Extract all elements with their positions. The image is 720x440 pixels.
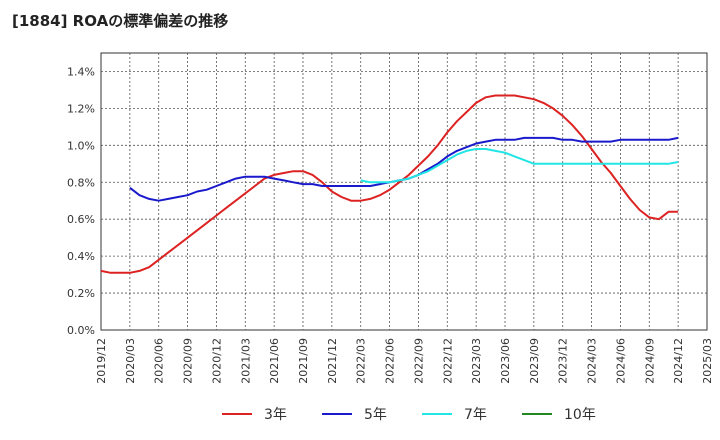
legend-label: 7年 (464, 407, 487, 423)
x-tick-label: 2021/12 (326, 338, 339, 384)
x-tick-label: 2022/03 (355, 338, 368, 384)
y-tick-label: 0.8% (67, 176, 95, 189)
x-tick-label: 2024/06 (614, 338, 627, 384)
x-tick-label: 2020/09 (182, 338, 195, 384)
x-tick-label: 2020/03 (124, 338, 137, 384)
y-tick-label: 0.4% (67, 250, 95, 263)
chart-title: [1884] ROAの標準偏差の推移 (12, 12, 229, 30)
axes: 0.0% 0.2% 0.4% 0.6% 0.8% 1.0% 1.2% 1.4% 2019/12 2… (67, 65, 714, 383)
x-tick-label: 2021/09 (297, 338, 310, 384)
x-tick-label: 2022/06 (384, 338, 397, 384)
x-tick-label: 2023/12 (557, 338, 570, 384)
series-line-1 (100, 94, 679, 274)
x-tick-label: 2019/12 (95, 338, 108, 384)
y-tick-label: 1.4% (67, 65, 95, 78)
y-tick-label: 0.0% (67, 324, 95, 337)
x-tick-label: 2024/09 (643, 338, 656, 384)
x-tick-label: 2023/03 (470, 338, 483, 384)
x-tick-label: 2020/06 (153, 338, 166, 384)
plot-area (100, 52, 708, 331)
x-tick-label: 2024/12 (672, 338, 685, 384)
y-tick-label: 0.2% (67, 287, 95, 300)
legend-label: 10年 (564, 407, 596, 423)
legend: 3年 5年 7年 10年 (222, 407, 596, 423)
series-line-3 (360, 148, 679, 184)
y-tick-label: 1.2% (67, 102, 95, 115)
x-tick-label: 2023/06 (499, 338, 512, 384)
y-tick-label: 0.6% (67, 213, 95, 226)
y-tick-label: 1.0% (67, 139, 95, 152)
x-tick-label: 2022/09 (412, 338, 425, 384)
series-lines (100, 94, 679, 274)
x-tick-label: 2022/12 (441, 338, 454, 384)
legend-label: 5年 (364, 407, 387, 423)
x-tick-label: 2023/09 (528, 338, 541, 384)
x-tick-label: 2024/03 (586, 338, 599, 384)
x-tick-label: 2021/06 (268, 338, 281, 384)
x-tick-label: 2020/12 (210, 338, 223, 384)
x-tick-label: 2021/03 (239, 338, 252, 384)
legend-label: 3年 (264, 407, 287, 423)
x-tick-label: 2025/03 (701, 338, 714, 384)
grid (100, 52, 708, 331)
